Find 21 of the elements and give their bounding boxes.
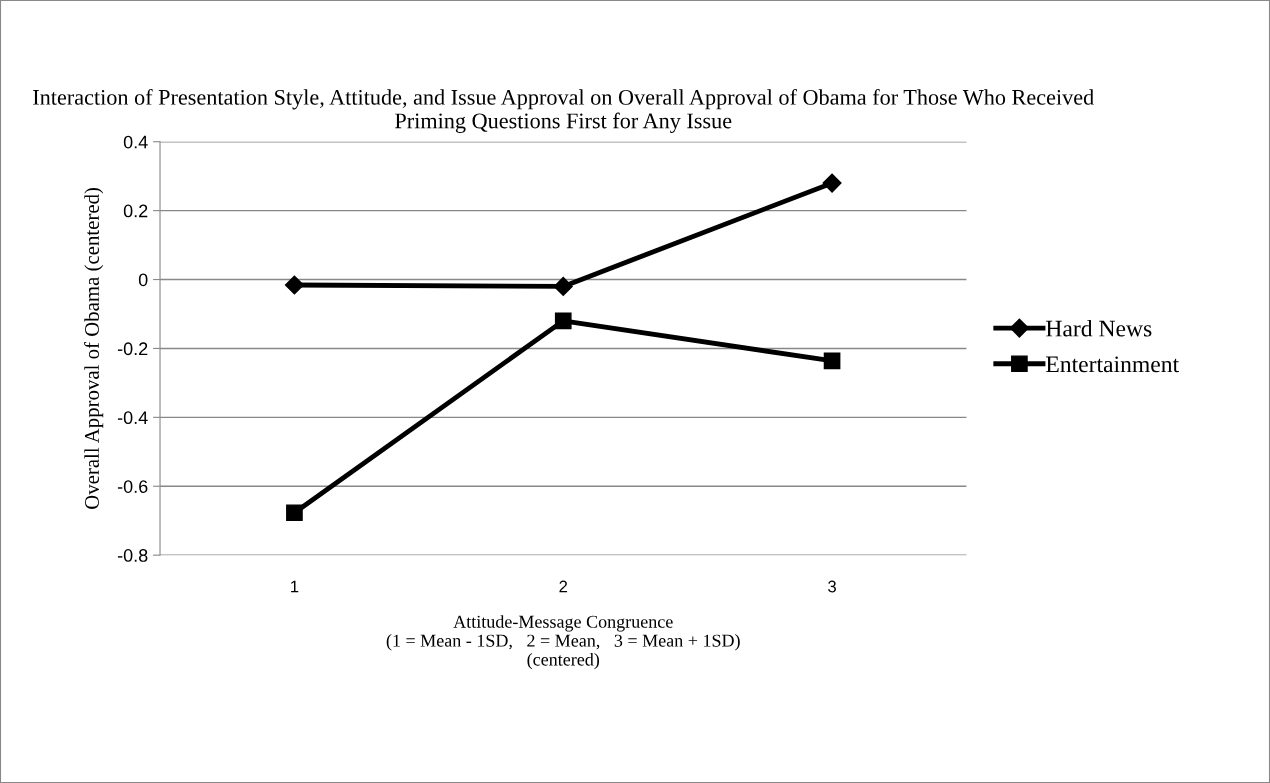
point bbox=[286, 504, 303, 522]
chart-title: Interaction of Presentation Style, Attitude, and Issue Approval on Overall Approval of Obama for Those Who Received Priming Questions First for Any Issue bbox=[33, 88, 1094, 133]
y-tick-label: -0.4 bbox=[117, 411, 148, 425]
y-axis-title: Overall Approval of Obama (centered) bbox=[84, 187, 104, 509]
y-tick-label: 0.4 bbox=[123, 135, 148, 149]
point bbox=[553, 276, 573, 296]
legend-label: Entertainment bbox=[1046, 356, 1179, 373]
point bbox=[822, 173, 842, 193]
y-tick-label: 0 bbox=[138, 273, 148, 287]
y-tick-label: -0.8 bbox=[117, 549, 148, 562]
point bbox=[284, 275, 304, 295]
x-tick-label: 3 bbox=[828, 580, 836, 593]
x-tick-label: 1 bbox=[291, 580, 299, 593]
point bbox=[823, 352, 841, 370]
y-tick-label: -0.2 bbox=[117, 342, 148, 356]
y-tick-label: -0.6 bbox=[117, 480, 148, 493]
x-axis-title: Attitude-Message Congruence (1 = Mean - 1SD, 2 = Mean, 3 = Mean + 1SD) (centered) bbox=[386, 615, 740, 670]
y-tick-label: 0.2 bbox=[123, 204, 148, 218]
x-tick-label: 2 bbox=[559, 580, 568, 593]
legend-label: Hard News bbox=[1046, 319, 1152, 337]
point bbox=[554, 312, 572, 330]
